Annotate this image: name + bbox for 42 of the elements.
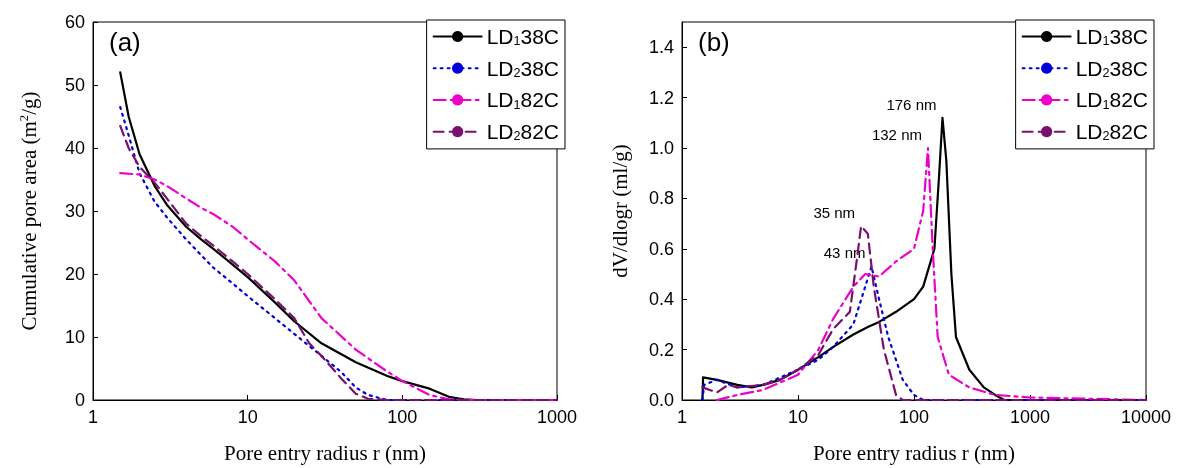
y-tick-label: 50 bbox=[64, 75, 85, 95]
x-tick-label: 100 bbox=[387, 407, 418, 427]
legend-label: LD182C bbox=[1075, 88, 1149, 112]
annotation: 35 nm bbox=[813, 204, 856, 222]
y-tick-label: 0.2 bbox=[648, 339, 674, 360]
y-axis-title: dV/dlogr (ml/g) bbox=[607, 144, 632, 278]
legend-label: LD138C bbox=[1075, 25, 1149, 49]
x-tick-label: 10 bbox=[237, 407, 258, 427]
x-tick-label: 1000 bbox=[536, 407, 578, 427]
x-axis-title: Pore entry radius r (nm) bbox=[224, 440, 426, 465]
y-tick-label: 1.2 bbox=[648, 87, 674, 108]
x-tick-label: 100 bbox=[898, 407, 930, 427]
x-tick-label: 10 bbox=[787, 407, 809, 427]
x-tick-label: 1 bbox=[676, 407, 688, 427]
annotation: 132 nm bbox=[871, 126, 922, 143]
y-tick-label: 0.0 bbox=[648, 390, 674, 410]
legend-label: LD182C bbox=[486, 88, 560, 112]
y-tick-label: 60 bbox=[64, 12, 85, 32]
y-tick-label: 30 bbox=[64, 201, 85, 221]
chart-title: (a) bbox=[109, 27, 141, 57]
annotation: 43 nm bbox=[823, 244, 866, 262]
legend-label: LD238C bbox=[1075, 56, 1149, 80]
legend-label: LD282C bbox=[1075, 120, 1149, 144]
y-tick-label: 0 bbox=[74, 390, 85, 410]
y-tick-label: 0.4 bbox=[648, 289, 674, 310]
y-axis-title: Cumulative pore area (m2/g) bbox=[17, 91, 42, 331]
chart-title: (b) bbox=[698, 27, 730, 57]
y-tick-label: 0.8 bbox=[648, 188, 674, 209]
y-tick-label: 1.0 bbox=[648, 138, 674, 158]
x-axis-title: Pore entry radius r (nm) bbox=[813, 440, 1015, 465]
y-tick-label: 1.4 bbox=[648, 37, 674, 58]
x-tick-label: 1000 bbox=[1009, 407, 1051, 427]
y-tick-label: 40 bbox=[64, 138, 85, 158]
y-tick-label: 0.6 bbox=[648, 238, 674, 259]
y-tick-label: 20 bbox=[64, 264, 85, 284]
x-tick-label: 10000 bbox=[1120, 407, 1172, 427]
legend-label: LD282C bbox=[486, 120, 560, 144]
x-tick-label: 1 bbox=[87, 407, 99, 427]
annotation: 176 nm bbox=[886, 95, 937, 113]
y-tick-label: 10 bbox=[64, 327, 85, 347]
legend-label: LD138C bbox=[486, 25, 560, 49]
legend-label: LD238C bbox=[486, 56, 560, 80]
